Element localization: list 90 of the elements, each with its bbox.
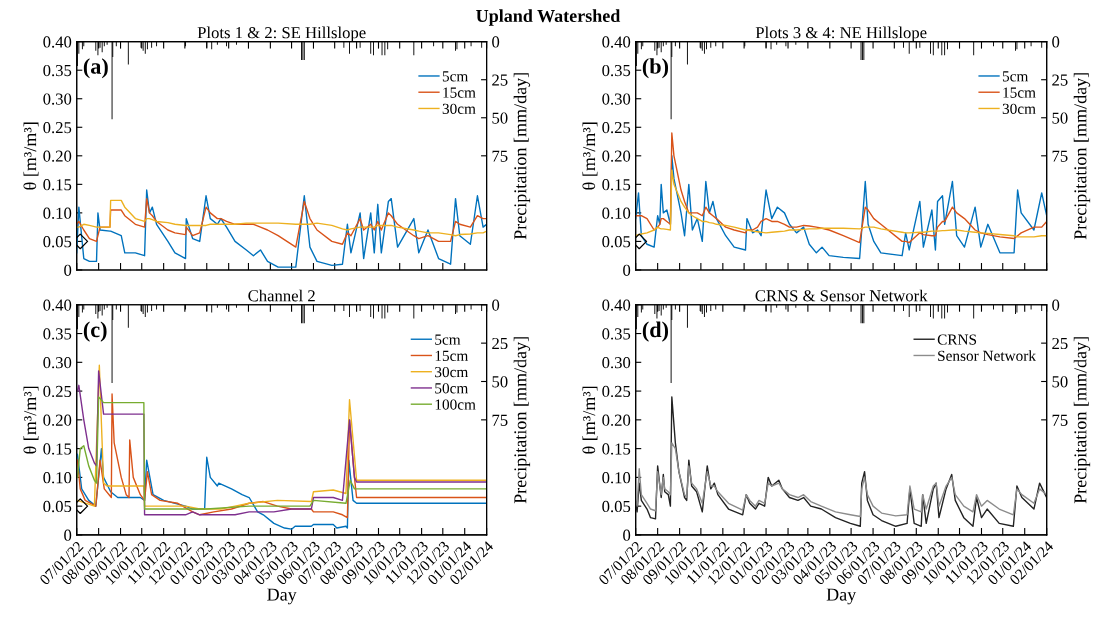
y-tick-label: 0.20 xyxy=(602,414,631,426)
y2-tick-label: 50 xyxy=(492,376,508,388)
chart-title: Channel 2 xyxy=(248,289,315,302)
y-tick-label: 0.25 xyxy=(43,385,72,398)
y-tick-label: 0.05 xyxy=(602,236,631,248)
annotation: (d) xyxy=(642,321,669,342)
legend-label: 5cm xyxy=(435,334,461,345)
x-axis-title: Day xyxy=(267,588,297,605)
y-tick-label: 0.20 xyxy=(43,414,72,426)
y2-tick-label: 25 xyxy=(492,337,508,350)
y-tick-label: 0.05 xyxy=(43,236,72,248)
y2-tick-label: 0 xyxy=(492,36,500,48)
y-tick-label: 0.10 xyxy=(602,207,631,219)
line-series xyxy=(635,396,1047,527)
line-series xyxy=(76,199,487,237)
annotation: (b) xyxy=(642,58,669,79)
legend-label: 15cm xyxy=(435,350,469,361)
y-tick-label: 0.40 xyxy=(43,36,72,48)
line-series xyxy=(76,197,487,248)
y-tick-label: 0.30 xyxy=(43,93,72,105)
line-series xyxy=(635,155,1047,260)
legend-label: Sensor Network xyxy=(938,350,1036,361)
y-tick-label: 0.10 xyxy=(602,472,631,484)
y2-tick-label: 75 xyxy=(492,414,508,426)
legend-label: 50cm xyxy=(435,383,469,394)
y-tick-label: 0.30 xyxy=(602,357,631,369)
y2-axis-title: Precipitation [mm/day] xyxy=(1073,337,1091,504)
legend-label: 5cm xyxy=(442,71,469,82)
y2-tick-label: 0 xyxy=(1052,299,1060,311)
line-series xyxy=(635,442,1047,518)
line-series xyxy=(635,132,1047,244)
y-tick-label: 0.20 xyxy=(43,150,72,162)
y-tick-label: 0.10 xyxy=(43,472,72,484)
y-axis-title: θ [m³/m³] xyxy=(23,386,39,454)
y-tick-label: 0.40 xyxy=(602,299,631,311)
annotation: (a) xyxy=(83,58,108,79)
y-axis-title: θ [m³/m³] xyxy=(582,386,598,454)
y2-tick-label: 25 xyxy=(1052,337,1068,350)
y2-tick-label: 25 xyxy=(1052,74,1068,86)
y-tick-label: 0.10 xyxy=(43,207,72,219)
chart-title: Plots 1 & 2: SE Hillslope xyxy=(197,26,366,42)
y-tick-label: 0.20 xyxy=(602,150,631,162)
y2-tick-label: 50 xyxy=(1052,112,1068,124)
y-tick-label: 0.05 xyxy=(602,500,631,513)
y-tick-label: 0.40 xyxy=(43,299,72,311)
y-tick-label: 0.15 xyxy=(43,179,72,191)
y-tick-label: 0.15 xyxy=(43,443,72,455)
y-tick-label: 0.25 xyxy=(602,121,631,134)
legend-label: 15cm xyxy=(443,87,476,98)
chart-title: Plots 3 & 4: NE Hillslope xyxy=(755,26,927,42)
legend-label: 30cm xyxy=(1002,103,1036,114)
chart-title: CRNS & Sensor Network xyxy=(755,289,928,302)
text: Upland Watershed xyxy=(476,9,621,26)
legend-label: 30cm xyxy=(435,366,469,378)
y2-tick-label: 0 xyxy=(492,299,500,311)
y-tick-label: 0 xyxy=(64,264,72,276)
y-tick-label: 0.35 xyxy=(602,328,631,340)
y-axis-title: θ [m³/m³] xyxy=(582,122,598,190)
legend-label: 100cm xyxy=(435,399,476,410)
legend-label: 30cm xyxy=(442,103,476,114)
y-tick-label: 0.35 xyxy=(43,64,72,77)
annotation: (c) xyxy=(83,321,107,342)
y-tick-label: 0 xyxy=(623,264,631,276)
y-tick-label: 0.35 xyxy=(602,64,631,77)
y-tick-label: 0.25 xyxy=(43,121,72,134)
y2-axis-title: Precipitation [mm/day] xyxy=(513,337,531,504)
x-axis-title: Day xyxy=(826,588,857,605)
y-tick-label: 0.05 xyxy=(43,500,72,513)
y-tick-label: 0 xyxy=(623,529,631,541)
y-tick-label: 0.15 xyxy=(602,443,631,455)
y-tick-label: 0.35 xyxy=(43,328,72,340)
y2-tick-label: 75 xyxy=(1052,414,1068,426)
y-tick-label: 0.30 xyxy=(43,357,72,369)
y-tick-label: 0 xyxy=(64,529,72,541)
legend-label: 5cm xyxy=(1002,71,1029,82)
y-tick-label: 0.15 xyxy=(602,179,631,191)
y2-tick-label: 75 xyxy=(492,150,508,162)
y2-axis-title: Precipitation [mm/day] xyxy=(513,73,531,240)
y2-tick-label: 75 xyxy=(1052,150,1068,162)
y2-tick-label: 50 xyxy=(492,112,508,124)
y2-tick-label: 50 xyxy=(1052,376,1068,388)
y-tick-label: 0.40 xyxy=(602,36,631,48)
y-axis-title: θ [m³/m³] xyxy=(23,122,39,190)
y-tick-label: 0.30 xyxy=(602,93,631,105)
y2-tick-label: 25 xyxy=(492,74,508,86)
y2-tick-label: 0 xyxy=(1052,36,1060,48)
legend-label: CRNS xyxy=(937,334,977,345)
legend-label: 15cm xyxy=(1003,87,1036,98)
y-tick-label: 0.25 xyxy=(602,385,631,398)
y2-axis-title: Precipitation [mm/day] xyxy=(1073,73,1091,240)
